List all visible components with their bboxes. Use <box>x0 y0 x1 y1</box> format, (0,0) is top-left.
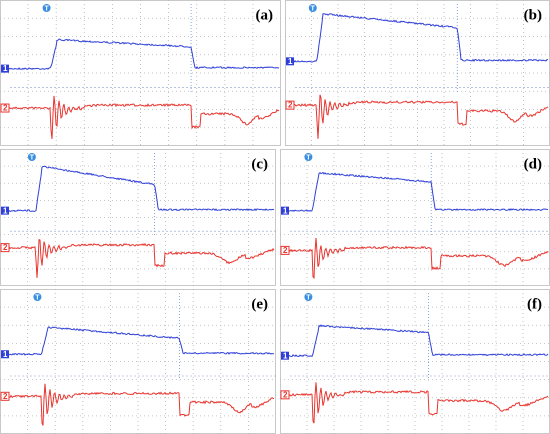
channel-2-trace <box>287 382 549 424</box>
panel-label: (a) <box>256 7 274 23</box>
panel-label: (b) <box>524 7 542 23</box>
channel-label: 2 <box>283 390 288 399</box>
channel-2-trace <box>7 239 275 278</box>
trigger-marker <box>304 153 313 161</box>
channel-1-trace <box>7 165 275 212</box>
panel-label: (f) <box>527 296 542 312</box>
trigger-label: T <box>30 154 35 161</box>
scope-panel: 1 2 T (b) <box>285 0 550 146</box>
channel-label: 1 <box>3 206 8 215</box>
channel-1-trace <box>7 38 280 70</box>
channel-marker <box>286 57 294 66</box>
channel-label: 1 <box>3 64 8 73</box>
scope-panel: 1 2 T (a) <box>0 0 281 146</box>
channel-marker <box>281 206 289 215</box>
channel-label: 1 <box>283 206 288 215</box>
channel-marker <box>1 64 9 73</box>
channel-marker <box>1 206 9 215</box>
channel-label: 2 <box>3 104 8 113</box>
channel-1-trace <box>293 13 549 63</box>
channel-marker <box>280 390 290 400</box>
channel-marker <box>281 351 289 360</box>
scope-panel: 1 2 T (f) <box>280 289 550 434</box>
trigger-marker <box>308 4 317 12</box>
channel-1-trace <box>287 324 549 358</box>
channel-2-trace <box>287 237 549 280</box>
scope-panel: 1 2 T (e) <box>0 289 276 434</box>
trigger-marker <box>33 293 42 301</box>
channel-marker <box>0 243 10 253</box>
channel-label: 2 <box>283 246 288 255</box>
trigger-marker <box>42 4 51 12</box>
channel-label: 1 <box>3 350 8 359</box>
scope-panel: 1 2 T (c) <box>0 149 276 286</box>
channel-marker <box>1 350 9 359</box>
panel-label: (e) <box>251 296 268 312</box>
trigger-label: T <box>306 294 311 301</box>
channel-label: 1 <box>288 57 293 66</box>
channel-label: 1 <box>283 351 288 360</box>
panel-label: (d) <box>524 156 542 172</box>
channel-marker <box>0 103 10 113</box>
channel-2-trace <box>7 95 280 139</box>
trigger-marker <box>27 153 36 161</box>
trigger-label: T <box>306 154 311 161</box>
trigger-label: T <box>35 294 40 301</box>
trigger-label: T <box>44 5 49 12</box>
channel-marker <box>280 245 290 255</box>
trigger-marker <box>304 293 313 301</box>
channel-2-trace <box>292 94 549 139</box>
scope-panel: 1 2 T (d) <box>280 149 550 286</box>
trigger-label: T <box>311 5 316 12</box>
channel-1-trace <box>7 326 275 356</box>
channel-label: 2 <box>3 243 8 252</box>
channel-label: 2 <box>3 392 8 401</box>
channel-label: 2 <box>288 101 293 110</box>
channel-1-trace <box>287 171 549 213</box>
channel-marker <box>285 100 295 110</box>
channel-marker <box>0 391 10 401</box>
channel-2-trace <box>7 383 275 426</box>
panel-label: (c) <box>251 156 268 172</box>
